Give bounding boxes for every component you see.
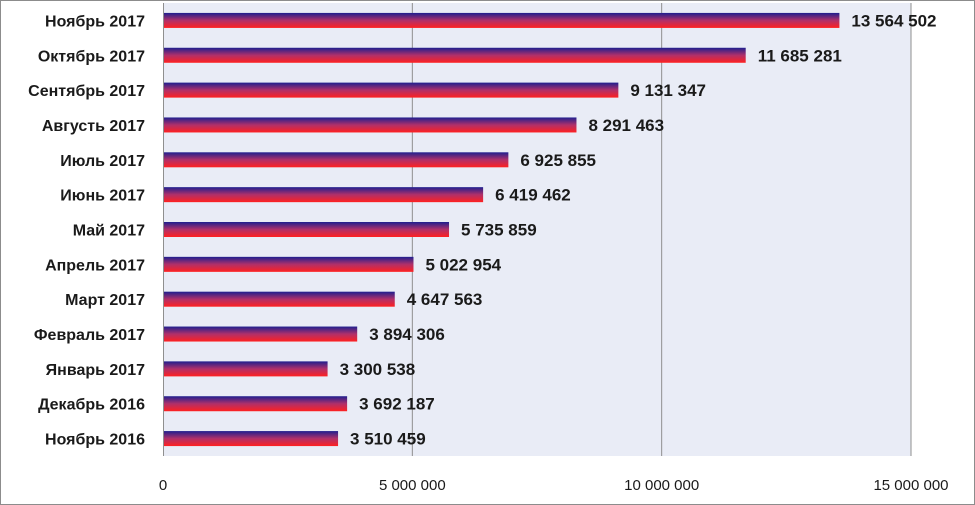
x-tick-label: 10 000 000 bbox=[624, 477, 699, 494]
bar bbox=[164, 82, 619, 98]
category-label: Ноябрь 2016 bbox=[45, 432, 145, 449]
bar bbox=[164, 187, 484, 203]
category-label: Февраль 2017 bbox=[34, 327, 145, 344]
category-label: Апрель 2017 bbox=[45, 257, 145, 274]
data-label: 3 692 187 bbox=[359, 395, 435, 414]
category-labels: Ноябрь 2017 Октябрь 2017 Сентябрь 2017 Авгу… bbox=[28, 13, 145, 448]
category-label: Сентябрь 2017 bbox=[28, 83, 145, 100]
x-tick-label: 5 000 000 bbox=[379, 477, 446, 494]
bars bbox=[164, 12, 840, 447]
category-label: Октябрь 2017 bbox=[38, 48, 145, 65]
bar bbox=[164, 256, 414, 272]
data-label: 6 419 462 bbox=[495, 186, 571, 205]
category-label: Март 2017 bbox=[65, 292, 145, 309]
bar bbox=[164, 222, 450, 237]
data-label: 9 131 347 bbox=[630, 81, 706, 100]
category-label: Июнь 2017 bbox=[60, 188, 145, 205]
x-tick-label: 0 bbox=[159, 477, 167, 494]
category-label: Июль 2017 bbox=[60, 153, 145, 170]
category-label: Январь 2017 bbox=[46, 362, 145, 379]
data-label: 8 291 463 bbox=[588, 116, 664, 135]
data-label: 3 894 306 bbox=[369, 325, 445, 344]
category-label: Августь 2017 bbox=[42, 118, 145, 135]
bar bbox=[164, 361, 328, 377]
bar bbox=[164, 117, 577, 133]
data-labels: 13 564 502 11 685 281 9 131 347 8 291 463 6 … bbox=[340, 11, 937, 448]
bar bbox=[164, 431, 339, 447]
bar bbox=[164, 12, 840, 28]
gridlines bbox=[163, 3, 912, 456]
data-label: 4 647 563 bbox=[407, 290, 483, 309]
bar bbox=[164, 47, 746, 63]
category-label: Декабрь 2016 bbox=[38, 397, 145, 414]
category-label: Май 2017 bbox=[73, 223, 145, 240]
bar bbox=[164, 152, 509, 168]
x-tick-label: 15 000 000 bbox=[873, 477, 948, 494]
data-label: 3 300 538 bbox=[340, 360, 416, 379]
data-label: 6 925 855 bbox=[520, 151, 596, 170]
data-label: 3 510 459 bbox=[350, 430, 426, 449]
bar bbox=[164, 291, 395, 307]
data-label: 5 735 859 bbox=[461, 221, 537, 240]
data-label: 11 685 281 bbox=[758, 46, 842, 65]
category-label: Ноябрь 2017 bbox=[45, 13, 145, 30]
bar bbox=[164, 396, 348, 412]
data-label: 13 564 502 bbox=[851, 11, 936, 30]
x-axis-ticks: 0 5 000 000 10 000 000 15 000 000 bbox=[159, 477, 949, 494]
data-label: 5 022 954 bbox=[425, 255, 501, 274]
bar bbox=[164, 326, 358, 342]
